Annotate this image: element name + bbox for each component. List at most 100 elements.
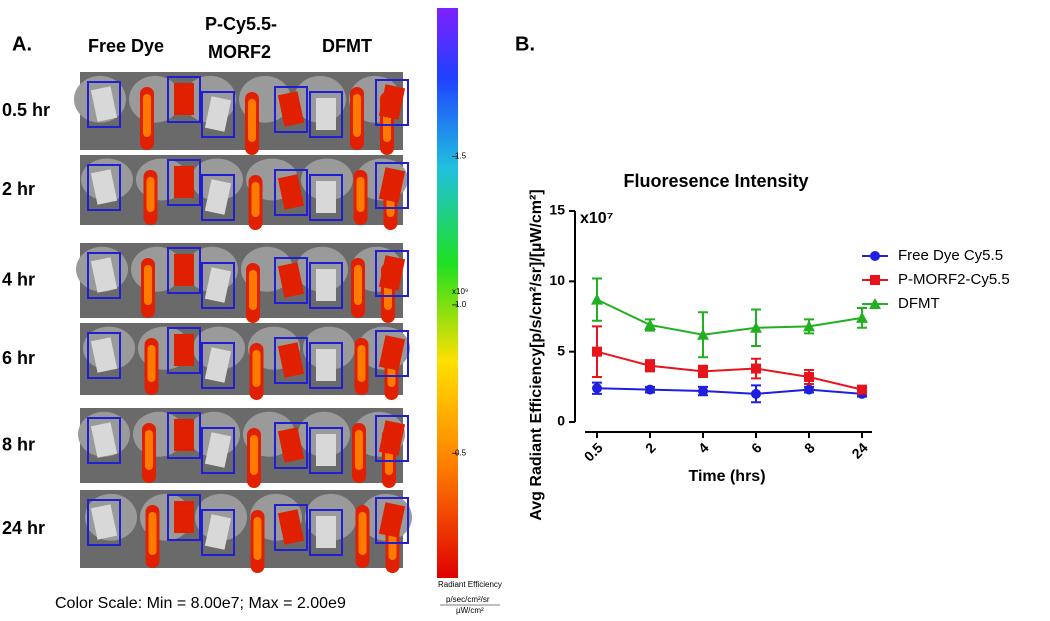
roi-shape <box>277 509 305 545</box>
row-label: 2 hr <box>2 179 35 199</box>
roi-box <box>375 415 409 462</box>
y-tick-label: 5 <box>557 342 565 358</box>
signal <box>357 345 366 382</box>
roi-box <box>274 169 308 216</box>
colorbar-title: Radiant Efficiency <box>438 580 502 589</box>
legend-label: P-MORF2-Cy5.5 <box>898 271 1010 288</box>
marker <box>856 311 868 323</box>
y-axis-label: Avg Radiant Efficiency[p/s/cm²/sr]/[µW/c… <box>528 189 545 520</box>
colorbar-tick-label: 0.5 <box>455 448 467 457</box>
marker <box>751 388 761 399</box>
row-label: 24 hr <box>2 518 45 538</box>
roi-shape <box>316 349 336 381</box>
signal <box>253 517 262 560</box>
roi-shape <box>174 501 194 533</box>
roi-shape <box>316 181 336 213</box>
roi-shape <box>378 84 406 120</box>
marker <box>870 275 880 285</box>
signal <box>144 265 152 305</box>
roi-box <box>309 262 343 309</box>
roi-box <box>274 337 308 384</box>
roi-shape <box>277 427 305 463</box>
marker <box>645 360 655 371</box>
signal <box>353 94 361 137</box>
roi-shape <box>90 257 118 293</box>
roi-shape <box>90 169 118 205</box>
roi-shape <box>204 432 232 468</box>
line <box>596 387 863 395</box>
roi-box <box>201 91 235 138</box>
roi-box <box>274 257 308 304</box>
roi-box <box>87 499 121 546</box>
signal <box>356 177 365 212</box>
roi-box <box>87 252 121 299</box>
colorbar-tick-label: 1.5 <box>455 152 467 161</box>
roi-shape <box>174 166 194 198</box>
panel-label: B. <box>515 33 535 55</box>
mouse-shape <box>191 158 243 201</box>
marker <box>644 318 656 330</box>
row-label: 4 hr <box>2 269 35 289</box>
line <box>596 350 863 391</box>
roi-shape <box>316 516 336 548</box>
signal <box>248 99 256 142</box>
roi-box <box>375 79 409 126</box>
roi-shape <box>277 342 305 378</box>
roi-shape <box>174 254 194 286</box>
line <box>596 298 863 336</box>
colorbar-multiplier: x10⁹ <box>452 287 468 296</box>
legend-label: Free Dye Cy5.5 <box>898 247 1003 264</box>
roi-shape <box>316 434 336 466</box>
roi-box <box>167 159 201 206</box>
roi-box <box>87 164 121 211</box>
roi-box <box>274 504 308 551</box>
roi-box <box>167 412 201 459</box>
roi-box <box>87 332 121 379</box>
roi-shape <box>204 267 232 303</box>
roi-box <box>375 330 409 377</box>
roi-shape <box>378 255 406 291</box>
roi-shape <box>316 98 336 130</box>
roi-shape <box>378 335 406 371</box>
roi-shape <box>277 91 305 127</box>
marker <box>803 320 815 332</box>
roi-box <box>274 86 308 133</box>
column-header: P-Cy5.5- <box>205 14 277 34</box>
panel-label: A. <box>12 33 32 55</box>
roi-box <box>167 76 201 123</box>
signal <box>146 177 155 212</box>
roi-box <box>309 509 343 556</box>
chart-title: Fluoresence Intensity <box>623 171 808 191</box>
signal <box>251 182 260 217</box>
roi-box <box>375 162 409 209</box>
roi-shape <box>204 96 232 132</box>
marker <box>870 251 880 261</box>
marker <box>592 383 602 394</box>
roi-shape <box>174 334 194 366</box>
roi-shape <box>378 420 406 456</box>
roi-shape <box>90 86 118 122</box>
roi-shape <box>174 419 194 451</box>
column-header: MORF2 <box>208 42 271 62</box>
marker <box>804 384 814 395</box>
image-panel <box>80 243 403 318</box>
roi-box <box>167 327 201 374</box>
roi-box <box>309 342 343 389</box>
x-tick-label: 0.5 <box>581 439 606 464</box>
roi-box <box>87 417 121 464</box>
signal <box>250 435 258 475</box>
marker <box>857 384 867 395</box>
roi-box <box>167 247 201 294</box>
x-tick-label: 8 <box>801 439 818 456</box>
row-label: 6 hr <box>2 348 35 368</box>
marker <box>698 366 708 377</box>
marker <box>750 321 762 333</box>
marker <box>697 328 709 340</box>
marker <box>645 384 655 395</box>
x-tick-label: 4 <box>695 439 712 456</box>
roi-box <box>375 250 409 297</box>
y-tick-label: 15 <box>549 202 565 218</box>
roi-shape <box>378 502 406 538</box>
roi-shape <box>90 504 118 540</box>
row-label: 8 hr <box>2 434 35 454</box>
